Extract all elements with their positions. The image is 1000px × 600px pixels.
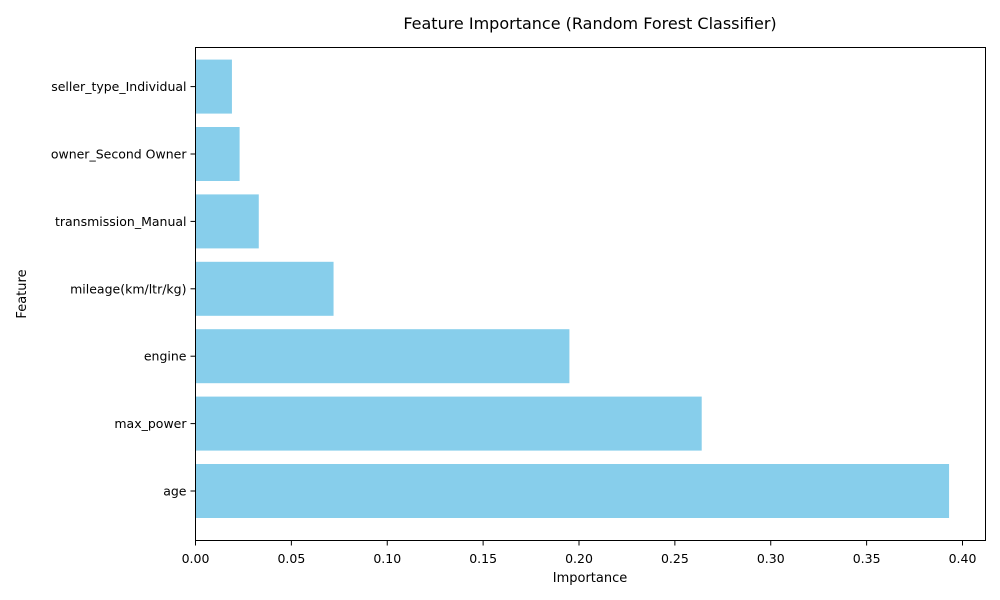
chart-title: Feature Importance (Random Forest Classi… bbox=[403, 14, 776, 33]
y-tick-label: seller_type_Individual bbox=[51, 79, 186, 94]
x-tick-label: 0.10 bbox=[373, 551, 401, 566]
y-axis-label: Feature bbox=[15, 269, 30, 318]
x-tick-label: 0.00 bbox=[182, 551, 210, 566]
y-tick-label: engine bbox=[144, 349, 187, 364]
y-tick-label: owner_Second Owner bbox=[51, 147, 188, 162]
x-tick-label: 0.35 bbox=[853, 551, 881, 566]
x-axis-ticks: 0.00 0.05 0.10 0.15 0.20 0.25 0.30 0.35 0.40 bbox=[182, 540, 977, 566]
x-tick-label: 0.20 bbox=[565, 551, 593, 566]
y-tick-label: transmission_Manual bbox=[55, 214, 187, 229]
y-tick-label: age bbox=[163, 484, 187, 499]
bar bbox=[195, 194, 259, 249]
bars-group bbox=[195, 59, 950, 518]
x-tick-label: 0.15 bbox=[469, 551, 497, 566]
bar bbox=[195, 127, 240, 181]
x-axis-label: Importance bbox=[553, 571, 628, 586]
bar bbox=[195, 329, 570, 384]
x-tick-label: 0.30 bbox=[757, 551, 785, 566]
plot-frame bbox=[195, 47, 986, 541]
bar bbox=[195, 261, 334, 316]
y-tick-label: max_power bbox=[114, 416, 187, 431]
x-tick-label: 0.40 bbox=[949, 551, 977, 566]
x-tick-label: 0.05 bbox=[277, 551, 305, 566]
bar bbox=[195, 59, 232, 114]
y-axis-ticks: age max_power engine mileage(km/ltr/kg) tran… bbox=[51, 79, 196, 499]
x-tick-label: 0.25 bbox=[661, 551, 689, 566]
bar bbox=[195, 464, 950, 518]
y-tick-label: mileage(km/ltr/kg) bbox=[70, 281, 186, 296]
bar bbox=[195, 396, 702, 451]
